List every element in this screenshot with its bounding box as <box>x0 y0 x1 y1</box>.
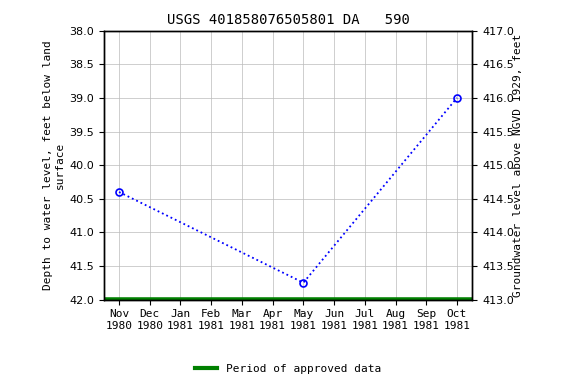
Y-axis label: Depth to water level, feet below land
surface: Depth to water level, feet below land su… <box>43 40 65 290</box>
Title: USGS 401858076505801 DA   590: USGS 401858076505801 DA 590 <box>166 13 410 27</box>
Legend: Period of approved data: Period of approved data <box>191 359 385 379</box>
Y-axis label: Groundwater level above NGVD 1929, feet: Groundwater level above NGVD 1929, feet <box>513 33 523 297</box>
